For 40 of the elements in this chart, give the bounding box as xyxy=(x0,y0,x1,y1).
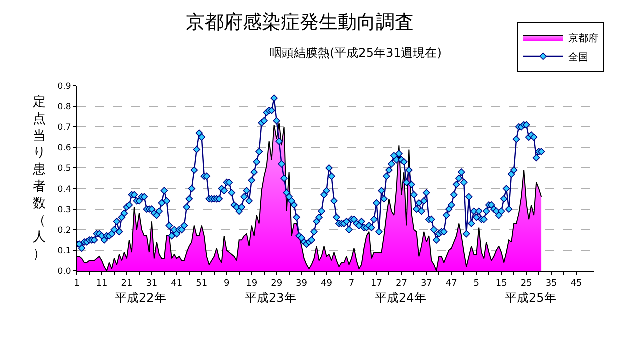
x-tick-label: 29 xyxy=(271,278,283,289)
y-tick-label: 0.7 xyxy=(58,123,72,134)
x-tick-label: 5 xyxy=(474,278,480,289)
x-tick-label: 7 xyxy=(348,278,355,289)
y-tick-label: 0.6 xyxy=(58,144,72,154)
x-tick-label: 39 xyxy=(296,278,308,289)
x-tick-label: 9 xyxy=(224,278,230,289)
y-tick-label: 0.1 xyxy=(58,246,72,256)
x-tick-label: 27 xyxy=(396,278,408,289)
text: 平成23年 xyxy=(245,291,296,305)
x-tick-label: 51 xyxy=(196,278,208,289)
y-tick-label: 0.5 xyxy=(58,164,72,174)
x-tick-label: 17 xyxy=(370,278,382,289)
x-tick-label: 45 xyxy=(570,278,582,289)
y-tick-label: 0.0 xyxy=(58,266,72,277)
y-tick-label: 0.4 xyxy=(58,184,72,195)
x-tick-label: 15 xyxy=(496,278,508,289)
text: 定点当り患者数（人） xyxy=(33,95,46,262)
text: 平成24年 xyxy=(375,291,426,305)
text: 平成25年 xyxy=(505,291,556,305)
legend-label: 京都府 xyxy=(568,32,598,44)
x-tick-label: 21 xyxy=(121,278,133,289)
chart-subtitle: 咽頭結膜熱(平成25年31週現在) xyxy=(270,46,442,60)
legend-label: 全国 xyxy=(568,51,588,64)
x-tick-label: 31 xyxy=(146,278,158,289)
chart-title: 京都府感染症発生動向調査 xyxy=(186,12,414,34)
x-tick-label: 47 xyxy=(446,278,458,289)
y-tick-label: 0.3 xyxy=(58,205,72,216)
y-tick-label: 0.2 xyxy=(58,226,72,236)
x-tick-label: 41 xyxy=(171,278,183,289)
x-tick-label: 1 xyxy=(74,278,80,289)
y-tick-label: 0.8 xyxy=(58,102,72,113)
x-tick-label: 35 xyxy=(546,278,558,289)
text: 平成22年 xyxy=(115,291,166,305)
x-tick-label: 25 xyxy=(520,278,532,289)
x-tick-label: 19 xyxy=(246,278,258,289)
x-tick-label: 49 xyxy=(321,278,333,289)
x-tick-label: 37 xyxy=(420,278,432,289)
x-tick-label: 11 xyxy=(96,278,108,289)
y-tick-label: 0.9 xyxy=(58,82,72,92)
